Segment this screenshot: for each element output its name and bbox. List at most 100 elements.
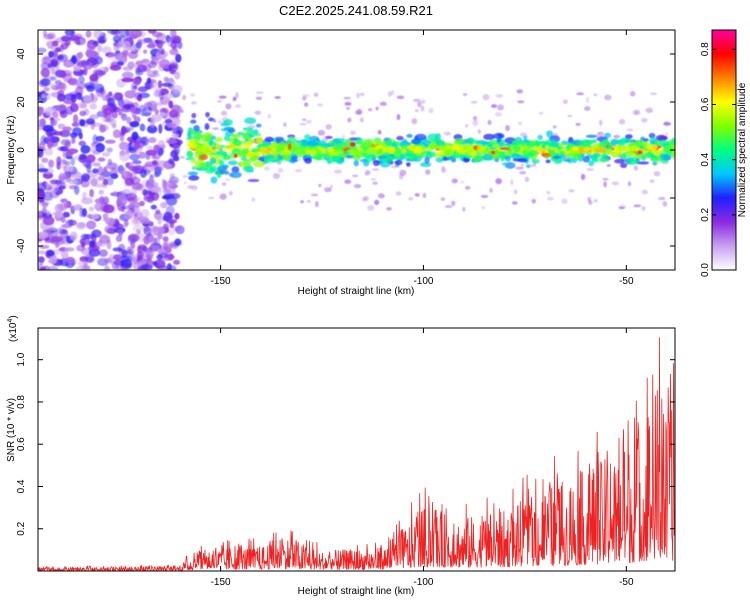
spectrogram-cell — [321, 148, 327, 154]
colorbar: 0.0 0.2 0.4 0.6 0.8 Normalized spectral ampl… — [700, 29, 748, 277]
spectrogram-cell — [562, 99, 569, 104]
spectrogram-cell — [47, 141, 54, 149]
spectrogram-cell — [129, 200, 136, 206]
spectrogram-cell — [614, 151, 619, 158]
spectrogram-cell — [59, 44, 64, 53]
y-tick-label: 0.8 — [16, 395, 27, 409]
spectrogram-cell — [86, 220, 97, 230]
spectrogram-cell — [413, 146, 423, 154]
spectrogram-cell — [170, 30, 177, 39]
spectrogram-cell — [85, 49, 94, 58]
spectrogram-cell — [436, 145, 448, 151]
spectrogram-cell — [627, 181, 632, 187]
spectrogram-cell — [317, 129, 326, 136]
spectrogram-cell — [643, 138, 649, 142]
spectrogram-cell — [511, 140, 522, 146]
spectrogram-cell — [161, 195, 171, 200]
spectrogram-cell — [48, 50, 54, 58]
spectrogram-cell — [122, 188, 131, 194]
spectrogram-cell — [175, 53, 182, 63]
spectrogram-cell — [260, 147, 269, 152]
spectrogram-cell — [90, 213, 100, 220]
spectrogram-cell — [143, 49, 148, 54]
spectrogram-cell — [106, 147, 113, 153]
spectrogram-cell — [645, 151, 654, 156]
spectrogram-cell — [302, 93, 310, 98]
spectrogram-cell — [101, 46, 112, 55]
spectrogram-cell — [49, 254, 58, 264]
spectrogram-cell — [146, 125, 158, 134]
spectrogram-cell — [655, 134, 667, 142]
spectrogram-cell — [428, 107, 434, 114]
spectrogram-cell — [95, 143, 105, 153]
spectrogram-cell — [349, 142, 356, 148]
spectrogram-cell — [139, 123, 146, 132]
spectrogram-cell — [76, 82, 87, 90]
spectrogram-cell — [313, 92, 319, 97]
spectrogram-cell — [158, 91, 165, 101]
spectrogram-cell — [165, 218, 178, 224]
spectrogram-cell — [102, 178, 109, 186]
spectrogram-cell — [131, 182, 143, 191]
spectrogram-cell — [408, 197, 414, 201]
spectrogram-cell — [625, 158, 638, 165]
spectrogram-cell — [150, 186, 161, 193]
spectrogram-cell — [153, 259, 166, 269]
spectrogram-cell — [564, 153, 575, 157]
spectrogram-cell — [57, 93, 66, 102]
spectrogram-cell — [299, 122, 307, 126]
spectrogram-cell — [96, 242, 107, 247]
spectrogram-cell — [148, 41, 155, 48]
spectrogram-cell — [472, 115, 478, 121]
spectrogram-cell — [513, 189, 518, 195]
spectrogram-cell — [129, 153, 140, 161]
spectrogram-cell — [520, 141, 528, 148]
spectrogram-cell — [43, 33, 54, 40]
spectrogram-cell — [102, 204, 115, 214]
spectrogram-cell — [477, 129, 481, 134]
spectrogram-cell — [495, 178, 502, 185]
spectrogram-cell — [424, 169, 431, 175]
spectrogram-cell — [414, 109, 419, 112]
spectrogram-cell — [545, 145, 550, 150]
spectrogram-cell — [109, 64, 122, 71]
spectrogram-cell — [592, 152, 601, 158]
spectrogram-cell — [59, 129, 71, 138]
spectrogram-cell — [71, 122, 80, 127]
spectrogram-cell — [156, 39, 164, 49]
spectrogram-cell — [187, 171, 199, 176]
spectrogram-cell — [249, 133, 262, 137]
spectrogram-cell — [182, 174, 188, 178]
spectrogram-cell — [97, 36, 107, 44]
spectrogram-cell — [165, 205, 175, 216]
spectrogram-cell — [54, 203, 64, 213]
spectrogram-cell — [113, 44, 120, 52]
spectrogram-cell — [142, 188, 148, 196]
spectrogram-cell — [614, 158, 626, 164]
spectrogram-cell — [396, 113, 401, 121]
spectrogram-cell — [214, 137, 223, 142]
spectrogram-cell — [77, 101, 86, 109]
spectrogram-cell — [151, 191, 159, 202]
spectrogram-cell — [576, 92, 585, 96]
spectrogram-cell — [626, 128, 634, 132]
y-tick-label: 1.0 — [16, 352, 27, 366]
spectrogram-cell — [177, 41, 183, 49]
spectrogram-cell — [582, 155, 591, 163]
spectrogram-cell — [531, 159, 540, 164]
spectrogram-cell — [388, 156, 399, 160]
spectrogram-cell — [94, 70, 107, 76]
spectrogram-cell — [129, 121, 140, 128]
spectrogram-cell — [126, 116, 132, 125]
spectrogram-cell — [123, 219, 129, 227]
y-tick-label: 0.2 — [16, 521, 27, 535]
spectrogram-cell — [325, 135, 333, 140]
spectrogram-cell — [137, 265, 148, 270]
spectrogram-cell — [160, 144, 166, 149]
spectrogram-cell — [390, 90, 395, 96]
spectrogram-cell — [101, 152, 111, 157]
spectrogram-cell — [76, 53, 83, 60]
spectrogram-cell — [258, 142, 269, 148]
spectrogram-cell — [155, 209, 161, 215]
spectrogram-cell — [599, 119, 603, 126]
